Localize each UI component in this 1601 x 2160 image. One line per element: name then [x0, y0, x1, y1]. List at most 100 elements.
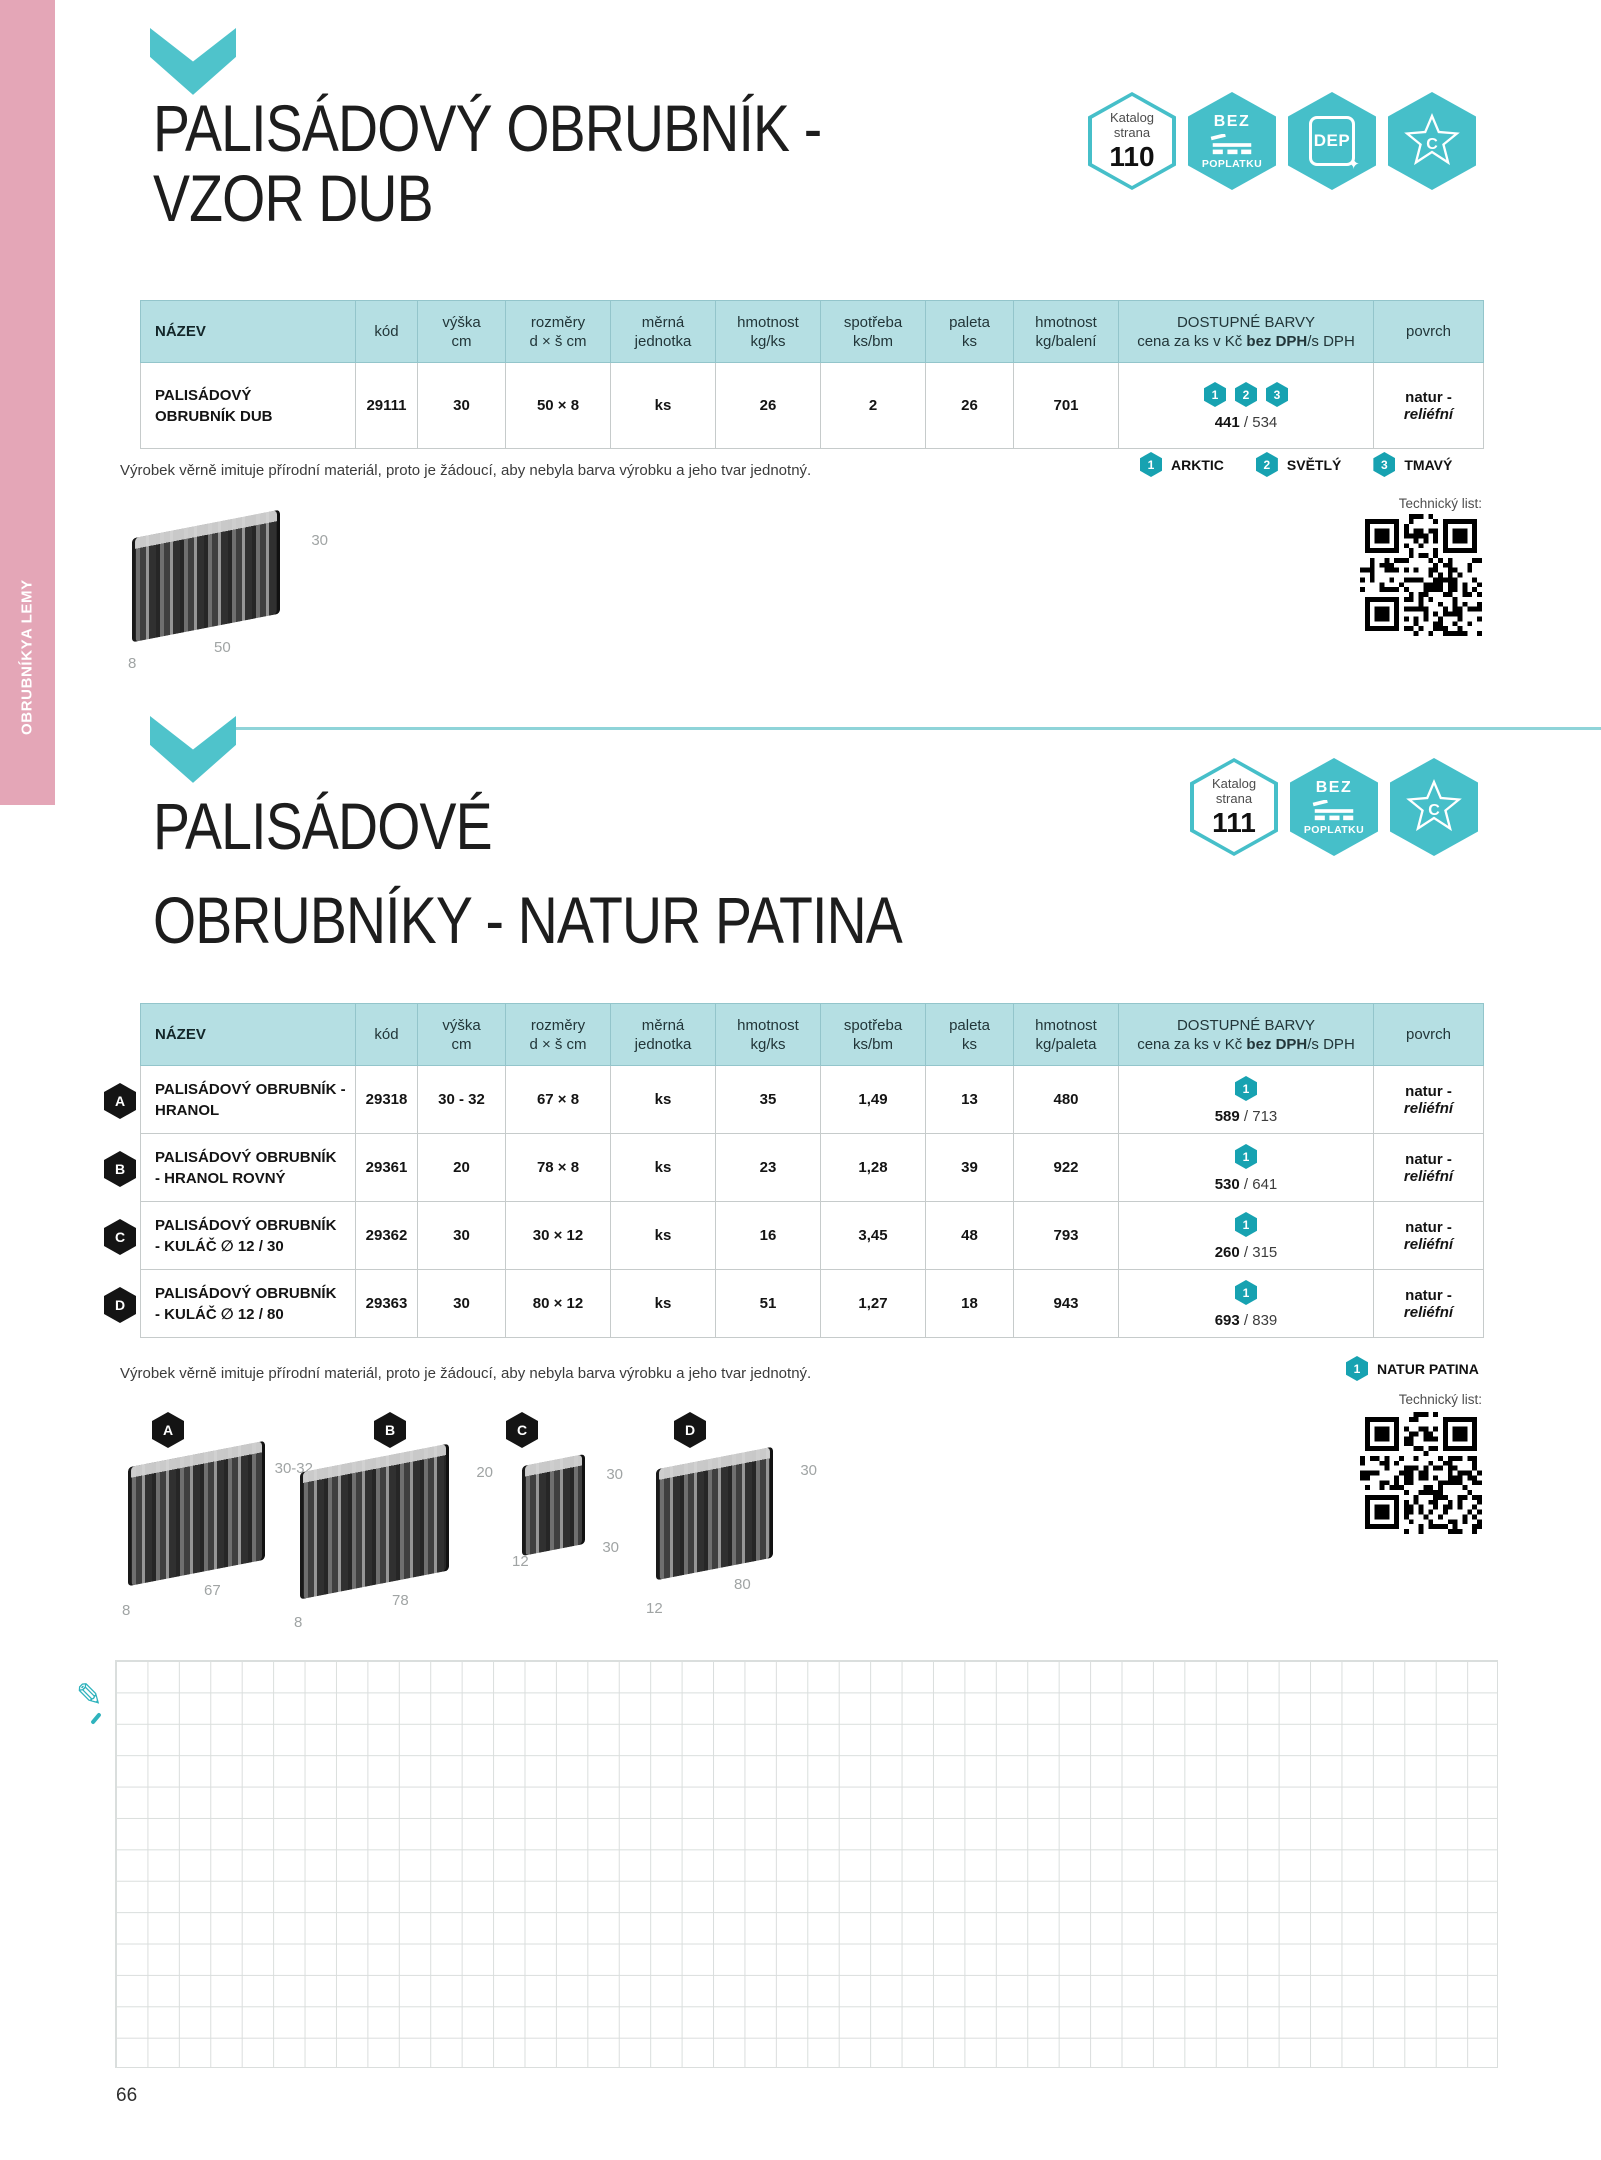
- cell-kod: 29111: [355, 362, 418, 449]
- dim-width: 12: [646, 1600, 663, 1617]
- palisade-illustration: [300, 1443, 449, 1600]
- catalog-badge-bg: [1092, 96, 1172, 186]
- cell-povrch: natur - reliéfní: [1373, 362, 1484, 449]
- diagram-badge-d: D: [674, 1412, 706, 1448]
- row-badge-d: D: [104, 1287, 136, 1323]
- col-rozmery: rozměry d × š cm: [505, 300, 611, 363]
- col-vyska: výška cm: [417, 1003, 506, 1066]
- no-pallet-fee-badge: BEZ POPLATKU: [1188, 92, 1276, 190]
- table2-row-c: PALISÁDOVÝ OBRUBNÍK - KULÁČ ∅ 12 / 30 293…: [140, 1201, 1484, 1270]
- row-badge-b: B: [104, 1151, 136, 1187]
- catalog-badge-word2: strana: [1113, 125, 1151, 140]
- star-quality-badge-2: C: [1390, 758, 1478, 856]
- row-badge-a: A: [104, 1083, 136, 1119]
- sparkle-icon: ✦: [1347, 156, 1360, 173]
- cell-hmotnost-baleni: 701: [1013, 362, 1119, 449]
- color-chip: 1: [1235, 1144, 1257, 1169]
- fee-badge-bottom-label: POPLATKU: [1201, 157, 1263, 170]
- catalog-page-badge: Katalog strana 110: [1088, 92, 1176, 190]
- product-table-natur-patina: NÁZEV kód výška cm rozměry d × š cm měrná j…: [140, 1003, 1484, 1338]
- section2-title-line1: PALISÁDOVÉ: [153, 789, 493, 863]
- cell-rozmery: 50 × 8: [505, 362, 611, 449]
- legend-item-tmavy: 3 TMAVÝ: [1373, 452, 1452, 477]
- catalog-badge-page: 110: [1109, 141, 1155, 172]
- catalog-badge-word1: Katalog: [1109, 110, 1155, 125]
- dim-length: 50: [214, 639, 231, 656]
- col-hmotnost-ks: hmotnost kg/ks: [715, 1003, 821, 1066]
- section2-badges: Katalog strana 111 BEZ POPLATKU C: [1190, 758, 1478, 856]
- star-icon: C: [1404, 113, 1460, 166]
- star-icon: C: [1406, 779, 1462, 832]
- color-chip-3: 3: [1266, 382, 1288, 407]
- dim-height: 30: [800, 1462, 817, 1479]
- catalog-page-badge-2: Katalog strana 111: [1190, 758, 1278, 856]
- sidebar-label-line2: A LEMY: [18, 579, 36, 640]
- table2-row-b: PALISÁDOVÝ OBRUBNÍK - HRANOL ROVNÝ 29361 …: [140, 1133, 1484, 1202]
- product-table-vzor-dub: NÁZEV kód výška cm rozměry d × š cm měrná j…: [140, 300, 1484, 449]
- palisade-illustration: [522, 1453, 585, 1557]
- col-povrch: povrch: [1373, 1003, 1484, 1066]
- pencil-icon: ✎: [76, 1677, 103, 1713]
- dim-width: 8: [122, 1602, 131, 1619]
- table1-header-row: NÁZEV kód výška cm rozměry d × š cm měrná j…: [140, 300, 1484, 363]
- col-hmotnost-paleta: hmotnost kg/paleta: [1013, 1003, 1119, 1066]
- dep-badge: DEP ✦: [1288, 92, 1376, 190]
- color-chip: 1: [1235, 1212, 1257, 1237]
- color-chip-icon: 2: [1255, 452, 1278, 477]
- sidebar-category-label: OBRUBNÍKY A LEMY: [0, 565, 55, 750]
- table2-row-d: PALISÁDOVÝ OBRUBNÍK - KULÁČ ∅ 12 / 80 293…: [140, 1269, 1484, 1338]
- col-rozmery: rozměry d × š cm: [505, 1003, 611, 1066]
- product-diagram-d: D 30 80 12: [642, 1412, 817, 1617]
- dim-length: 80: [734, 1576, 751, 1593]
- col-kod: kód: [355, 300, 418, 363]
- row-badge-c: C: [104, 1219, 136, 1255]
- section2-title-line2: OBRUBNÍKY - NATUR PATINA: [153, 883, 903, 957]
- pencil-mark: [90, 1712, 102, 1725]
- legend-item-svetly: 2 SVĚTLÝ: [1255, 452, 1341, 477]
- diagram-badge-b: B: [374, 1412, 406, 1448]
- dim-height: 20: [476, 1464, 493, 1481]
- section1-note: Výrobek věrně imituje přírodní materiál,…: [120, 462, 812, 479]
- dim-length: 67: [204, 1582, 221, 1599]
- cell-jednotka: ks: [610, 362, 716, 449]
- pallet-icon: [1312, 799, 1354, 820]
- section2-chevron-icon: [150, 716, 236, 783]
- section2-tech-sheet-label: Technický list:: [1398, 1392, 1482, 1407]
- section1-color-legend: 1 ARKTIC 2 SVĚTLÝ 3 TMAVÝ: [1140, 452, 1452, 477]
- table1-row-dub: PALISÁDOVÝ OBRUBNÍK DUB 29111 30 50 × 8 k…: [140, 362, 1484, 449]
- price: 441 / 534: [1214, 414, 1278, 431]
- section-divider-line: [222, 727, 1601, 730]
- star-quality-badge: C: [1388, 92, 1476, 190]
- section2-note: Výrobek věrně imituje přírodní materiál,…: [120, 1365, 812, 1382]
- table2-header-row: NÁZEV kód výška cm rozměry d × š cm měrná j…: [140, 1003, 1484, 1066]
- sidebar-label-line1: OBRUBNÍKY: [18, 639, 36, 736]
- no-pallet-fee-badge-2: BEZ POPLATKU: [1290, 758, 1378, 856]
- dim-length: 30: [602, 1539, 619, 1556]
- section1-title-line2: VZOR DUB: [153, 161, 434, 235]
- cell-vyska: 30: [417, 362, 506, 449]
- star-badge-letter: C: [1426, 135, 1438, 153]
- cell-paleta: 26: [925, 362, 1014, 449]
- color-chip: 1: [1235, 1280, 1257, 1305]
- cell-spotreba: 2: [820, 362, 926, 449]
- dim-width: 8: [128, 655, 137, 672]
- dim-width: 8: [294, 1614, 303, 1631]
- legend-item-natur-patina: 1 NATUR PATINA: [1346, 1356, 1479, 1381]
- table2-row-a: PALISÁDOVÝ OBRUBNÍK - HRANOL 29318 30 - 3…: [140, 1065, 1484, 1134]
- dim-length: 78: [392, 1592, 409, 1609]
- dep-box-icon: DEP ✦: [1309, 116, 1360, 173]
- dep-badge-label: DEP: [1313, 131, 1351, 150]
- section1-tech-sheet-label: Technický list:: [1398, 496, 1482, 511]
- cell-hmotnost: 26: [715, 362, 821, 449]
- color-chip-icon: 1: [1346, 1356, 1368, 1381]
- section2-color-legend: 1 NATUR PATINA: [1346, 1356, 1479, 1381]
- catalog-badge-bg: [1194, 762, 1274, 852]
- color-chip-icon: 1: [1140, 452, 1162, 477]
- pallet-icon: [1210, 133, 1252, 154]
- diagram-badge-c: C: [506, 1412, 538, 1448]
- color-chip-2: 2: [1235, 382, 1257, 407]
- section1-badges: Katalog strana 110 BEZ POPLATKU DEP ✦: [1088, 92, 1476, 190]
- palisade-illustration: [656, 1446, 773, 1581]
- col-hmotnost-ks: hmotnost kg/ks: [715, 300, 821, 363]
- col-paleta: paleta ks: [925, 1003, 1014, 1066]
